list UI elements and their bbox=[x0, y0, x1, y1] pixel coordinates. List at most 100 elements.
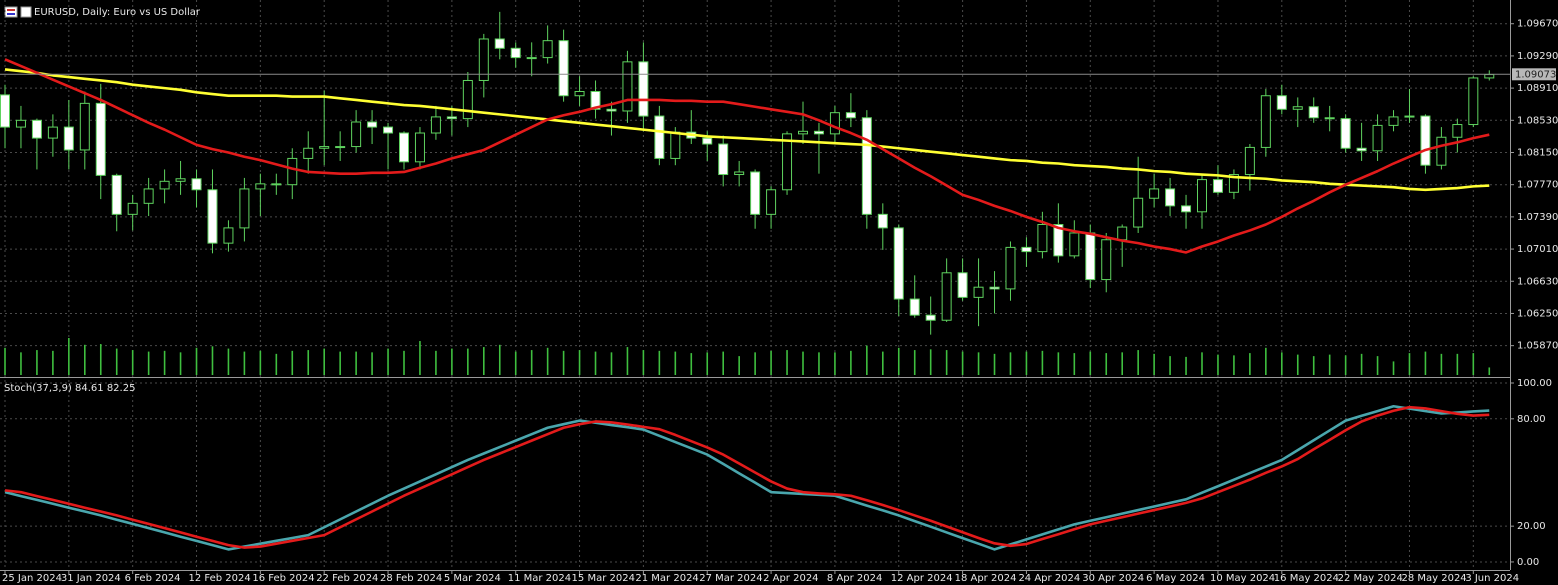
x-tick-label: 2 Apr 2024 bbox=[763, 573, 818, 584]
y-tick-label: 1.05870 bbox=[1517, 341, 1558, 352]
candle-body bbox=[1037, 224, 1048, 253]
candle-body bbox=[925, 314, 936, 321]
y-tick-label: 1.07010 bbox=[1517, 244, 1558, 255]
y-tick-label: 1.07770 bbox=[1517, 180, 1558, 191]
volume-bar bbox=[371, 352, 373, 375]
candle-body bbox=[239, 188, 250, 229]
volume-bar bbox=[115, 348, 118, 375]
candle-body bbox=[1340, 118, 1351, 149]
candle-body bbox=[1085, 232, 1096, 281]
volume-bar bbox=[1201, 352, 1203, 375]
candle-body bbox=[606, 108, 617, 112]
x-tick-label: 11 Mar 2024 bbox=[508, 573, 571, 584]
volume-bar bbox=[1153, 353, 1155, 375]
y-tick-label: 1.07390 bbox=[1517, 212, 1558, 223]
candle-body bbox=[207, 189, 218, 244]
candle-body bbox=[829, 112, 840, 135]
candle-body bbox=[973, 286, 984, 298]
x-tick-label: 30 Apr 2024 bbox=[1082, 573, 1144, 584]
candle-body bbox=[1420, 115, 1431, 166]
candle-body bbox=[622, 61, 633, 112]
volume-bar bbox=[1472, 353, 1475, 375]
volume-bar bbox=[355, 351, 357, 375]
icon bbox=[20, 6, 32, 18]
volume-bar bbox=[834, 352, 836, 375]
x-tick-label: 18 Apr 2024 bbox=[955, 573, 1017, 584]
volume-bar bbox=[1360, 353, 1363, 375]
volume-bar bbox=[993, 353, 996, 375]
candle-body bbox=[798, 130, 808, 135]
candle-body bbox=[255, 183, 266, 190]
volume-bar bbox=[1233, 355, 1235, 375]
candle-body bbox=[175, 178, 186, 182]
volume-bar bbox=[163, 350, 166, 375]
candle-body bbox=[1404, 115, 1415, 118]
volume-bar bbox=[1217, 354, 1219, 375]
candle-body bbox=[1388, 116, 1399, 126]
candle-body bbox=[1021, 246, 1032, 253]
candle-body bbox=[446, 116, 457, 120]
candle-body bbox=[191, 178, 202, 191]
volume-bar bbox=[674, 351, 677, 375]
volume-bar bbox=[1440, 353, 1443, 375]
candle-body bbox=[1484, 74, 1495, 79]
candle-body bbox=[1053, 224, 1064, 257]
candle-body bbox=[127, 202, 138, 215]
volume-bar bbox=[738, 356, 740, 375]
icon bbox=[7, 13, 15, 15]
volume-bar bbox=[514, 351, 517, 375]
candle-body bbox=[1101, 239, 1112, 281]
candle-body bbox=[718, 143, 729, 176]
candle-body bbox=[31, 119, 42, 139]
volume-bar bbox=[99, 344, 102, 375]
volume-bar bbox=[1408, 353, 1411, 375]
candle-body bbox=[15, 119, 26, 128]
y-tick-label: 1.06250 bbox=[1517, 308, 1558, 319]
candle-body bbox=[989, 286, 1000, 290]
volume-bar bbox=[1376, 356, 1379, 375]
x-tick-label: 12 Feb 2024 bbox=[189, 573, 251, 584]
volume-bar bbox=[1057, 352, 1060, 375]
volume-bar bbox=[1089, 351, 1092, 375]
x-tick-label: 21 Mar 2024 bbox=[635, 573, 698, 584]
candle-body bbox=[1292, 106, 1303, 110]
candle-body bbox=[1117, 226, 1128, 241]
volume-bar bbox=[1105, 353, 1108, 375]
candle-body bbox=[574, 90, 585, 97]
volume-bar bbox=[690, 353, 693, 375]
x-tick-label: 22 Feb 2024 bbox=[316, 573, 378, 584]
volume-bar bbox=[929, 349, 932, 375]
x-tick-label: 12 Apr 2024 bbox=[891, 573, 953, 584]
volume-bar bbox=[1169, 356, 1171, 375]
candle-body bbox=[734, 171, 745, 176]
candle-body bbox=[1181, 205, 1192, 213]
candle-body bbox=[351, 121, 362, 148]
volume-bar bbox=[866, 345, 868, 375]
candle-body bbox=[1165, 188, 1176, 207]
candle-body bbox=[782, 133, 793, 191]
candle-body bbox=[654, 115, 665, 159]
volume-bar bbox=[211, 346, 214, 375]
volume-bar bbox=[1328, 354, 1331, 375]
volume-bar bbox=[131, 350, 134, 375]
volume-bar bbox=[1185, 356, 1187, 375]
volume-bar bbox=[227, 348, 230, 375]
volume-bar bbox=[179, 352, 182, 375]
y-tick-label: 0.00 bbox=[1517, 557, 1539, 568]
last-price-label: 1.09073 bbox=[1515, 69, 1556, 80]
volume-bar bbox=[1296, 354, 1299, 375]
candle-body bbox=[845, 112, 856, 119]
volume-bar bbox=[850, 350, 852, 375]
candle-body bbox=[159, 180, 170, 190]
y-tick-label: 1.09290 bbox=[1517, 51, 1558, 62]
candle-body bbox=[861, 117, 872, 215]
candle-body bbox=[1308, 106, 1319, 119]
candle-body bbox=[1260, 95, 1271, 148]
candle-body bbox=[542, 40, 553, 59]
volume-bar bbox=[259, 350, 262, 375]
candle-body bbox=[1468, 77, 1479, 126]
indicator-line bbox=[4, 404, 1490, 551]
